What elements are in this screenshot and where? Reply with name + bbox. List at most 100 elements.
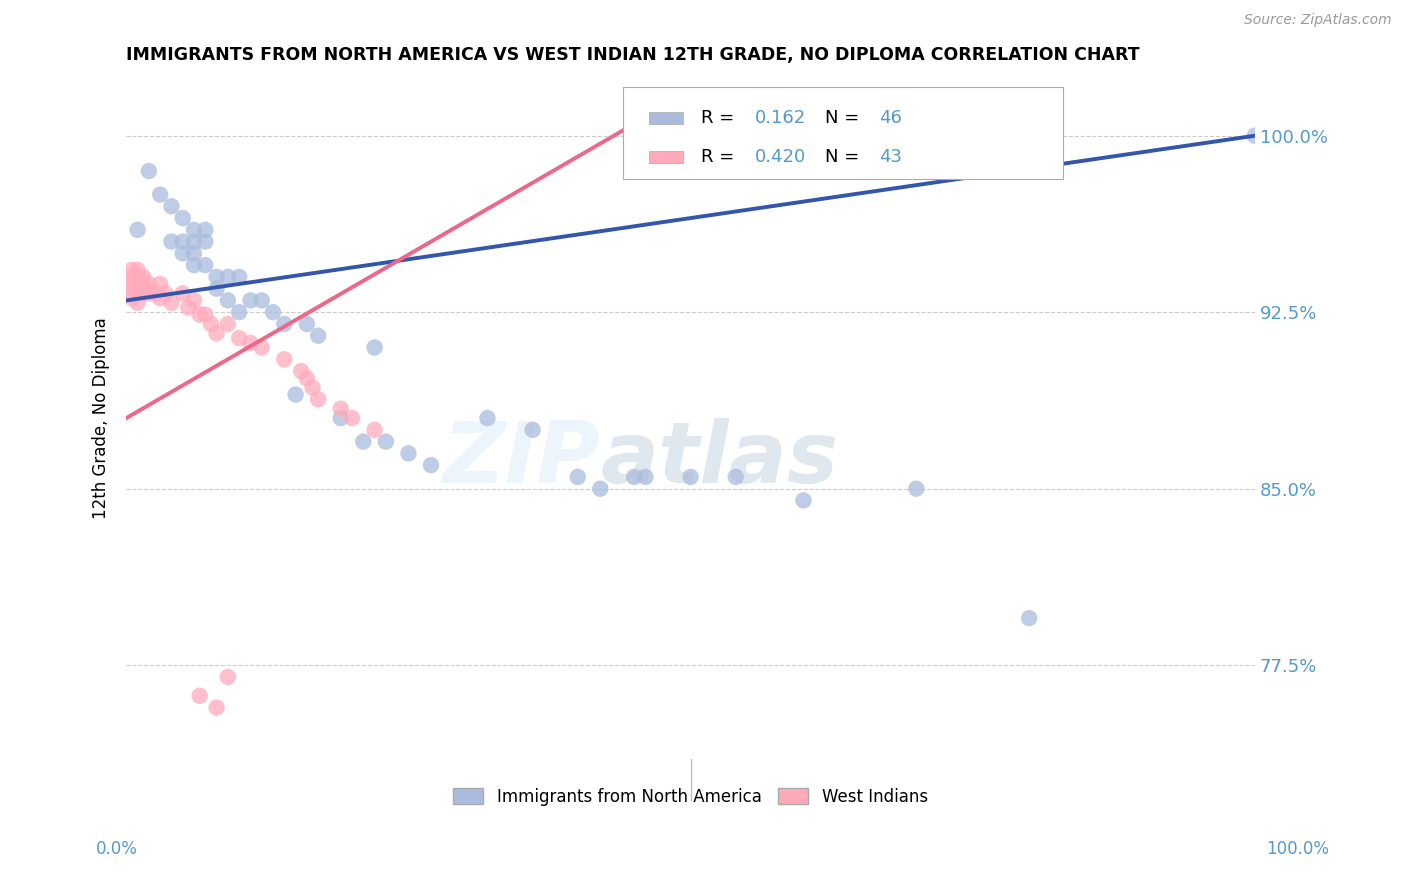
Point bbox=[290, 364, 312, 378]
Point bbox=[149, 277, 172, 291]
Point bbox=[792, 493, 814, 508]
Point bbox=[228, 269, 250, 284]
Point bbox=[138, 164, 160, 178]
Point bbox=[363, 423, 385, 437]
Text: IMMIGRANTS FROM NORTH AMERICA VS WEST INDIAN 12TH GRADE, NO DIPLOMA CORRELATION : IMMIGRANTS FROM NORTH AMERICA VS WEST IN… bbox=[127, 46, 1140, 64]
Point bbox=[121, 277, 143, 291]
Point bbox=[183, 223, 205, 237]
Point bbox=[295, 317, 318, 331]
Point bbox=[239, 335, 262, 350]
Point bbox=[228, 331, 250, 345]
Point bbox=[155, 286, 177, 301]
Point bbox=[217, 670, 239, 684]
FancyBboxPatch shape bbox=[648, 112, 683, 124]
Point bbox=[172, 286, 194, 301]
Point bbox=[138, 277, 160, 291]
Point bbox=[194, 235, 217, 249]
Point bbox=[307, 392, 329, 407]
Text: N =: N = bbox=[825, 109, 865, 127]
Point bbox=[128, 277, 150, 291]
Point bbox=[307, 328, 329, 343]
Text: 0.420: 0.420 bbox=[755, 148, 806, 166]
Point bbox=[149, 291, 172, 305]
Point bbox=[194, 258, 217, 272]
Point bbox=[205, 269, 228, 284]
Point bbox=[183, 258, 205, 272]
Point bbox=[352, 434, 374, 449]
Text: Source: ZipAtlas.com: Source: ZipAtlas.com bbox=[1244, 13, 1392, 28]
Point bbox=[121, 269, 143, 284]
Point bbox=[398, 446, 420, 460]
Point bbox=[205, 700, 228, 714]
Point bbox=[127, 269, 149, 284]
Text: 43: 43 bbox=[879, 148, 903, 166]
Point bbox=[172, 235, 194, 249]
Point bbox=[172, 246, 194, 260]
Point bbox=[273, 352, 295, 367]
Point bbox=[724, 470, 747, 484]
Point bbox=[217, 317, 239, 331]
Y-axis label: 12th Grade, No Diploma: 12th Grade, No Diploma bbox=[93, 318, 110, 519]
Point bbox=[194, 308, 217, 322]
Point bbox=[160, 199, 183, 213]
Point bbox=[1244, 128, 1267, 143]
Text: N =: N = bbox=[825, 148, 865, 166]
Point bbox=[183, 246, 205, 260]
Point bbox=[121, 263, 143, 277]
Point bbox=[905, 482, 928, 496]
Point bbox=[172, 211, 194, 225]
Text: 0.162: 0.162 bbox=[755, 109, 806, 127]
Point bbox=[567, 470, 589, 484]
Text: atlas: atlas bbox=[600, 417, 838, 500]
Point bbox=[1018, 611, 1040, 625]
Point bbox=[623, 470, 645, 484]
Point bbox=[149, 187, 172, 202]
Point bbox=[420, 458, 443, 472]
Point bbox=[127, 277, 149, 291]
Point bbox=[132, 277, 155, 291]
FancyBboxPatch shape bbox=[648, 151, 683, 163]
Point bbox=[250, 341, 273, 355]
Point bbox=[589, 482, 612, 496]
Text: 46: 46 bbox=[879, 109, 901, 127]
Point bbox=[138, 286, 160, 301]
Point bbox=[121, 284, 143, 298]
Point bbox=[634, 470, 657, 484]
Point bbox=[188, 308, 211, 322]
Point bbox=[284, 387, 307, 401]
Point bbox=[127, 263, 149, 277]
Point bbox=[177, 301, 200, 315]
Point bbox=[205, 326, 228, 341]
Text: 100.0%: 100.0% bbox=[1265, 840, 1329, 858]
Point bbox=[217, 269, 239, 284]
Point bbox=[121, 291, 143, 305]
Point bbox=[340, 411, 363, 425]
Point bbox=[127, 223, 149, 237]
Point bbox=[217, 293, 239, 308]
Point bbox=[250, 293, 273, 308]
Text: R =: R = bbox=[700, 109, 740, 127]
Point bbox=[127, 284, 149, 298]
Legend: Immigrants from North America, West Indians: Immigrants from North America, West Indi… bbox=[447, 781, 935, 813]
Point bbox=[363, 341, 385, 355]
Text: ZIP: ZIP bbox=[443, 417, 600, 500]
Point bbox=[329, 401, 352, 416]
Point bbox=[295, 371, 318, 385]
Point bbox=[205, 282, 228, 296]
Point bbox=[679, 470, 702, 484]
Point bbox=[160, 235, 183, 249]
Point bbox=[183, 293, 205, 308]
Point bbox=[188, 689, 211, 703]
Point bbox=[183, 235, 205, 249]
Point bbox=[239, 293, 262, 308]
Point bbox=[301, 380, 323, 394]
FancyBboxPatch shape bbox=[623, 87, 1063, 179]
Point bbox=[273, 317, 295, 331]
Point bbox=[132, 286, 155, 301]
Text: R =: R = bbox=[700, 148, 740, 166]
Point bbox=[329, 411, 352, 425]
Text: 0.0%: 0.0% bbox=[96, 840, 138, 858]
Point bbox=[228, 305, 250, 319]
Point bbox=[132, 269, 155, 284]
Point bbox=[194, 223, 217, 237]
